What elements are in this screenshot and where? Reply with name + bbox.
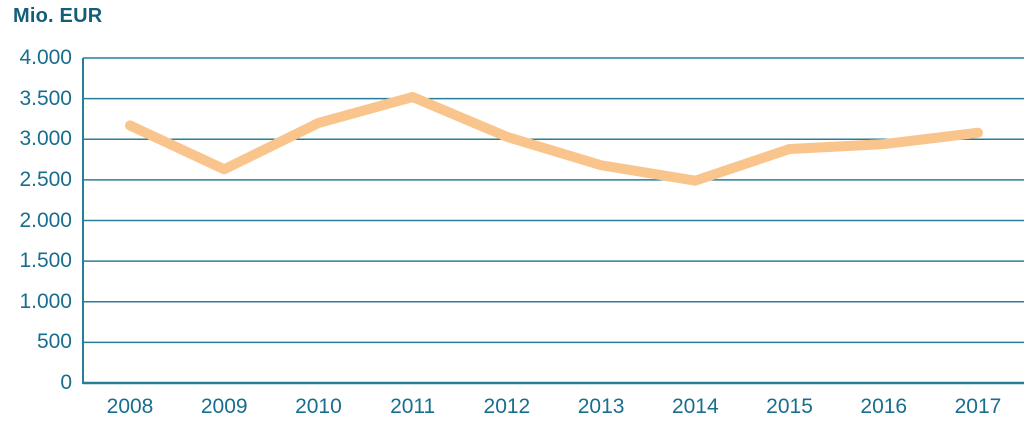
x-tick-label: 2008 bbox=[106, 395, 154, 418]
x-tick-label: 2009 bbox=[200, 395, 248, 418]
x-tick-label: 2011 bbox=[390, 395, 436, 418]
y-tick-label: 1.500 bbox=[19, 249, 72, 273]
y-tick-label: 3.500 bbox=[19, 86, 72, 110]
x-tick-label: 2012 bbox=[483, 395, 531, 418]
y-tick-label: 3.000 bbox=[19, 127, 72, 151]
x-tick-label: 2017 bbox=[954, 395, 1002, 418]
y-tick-label: 500 bbox=[36, 330, 72, 354]
x-tick-label: 2013 bbox=[577, 395, 625, 418]
data-line bbox=[125, 92, 983, 186]
y-tick-label: 0 bbox=[60, 371, 72, 394]
y-tick-label: 2.500 bbox=[19, 167, 72, 191]
y-tick-label: 4.000 bbox=[19, 46, 72, 69]
x-tick-label: 2016 bbox=[860, 395, 908, 418]
x-tick-label: 2015 bbox=[766, 395, 813, 418]
x-tick-label: 2014 bbox=[671, 395, 719, 418]
y-tick-label: 2.000 bbox=[19, 208, 72, 232]
y-tick-label: 1.000 bbox=[19, 289, 72, 313]
chart-title: Mio. EUR bbox=[13, 5, 103, 27]
x-tick-label: 2010 bbox=[295, 395, 342, 418]
